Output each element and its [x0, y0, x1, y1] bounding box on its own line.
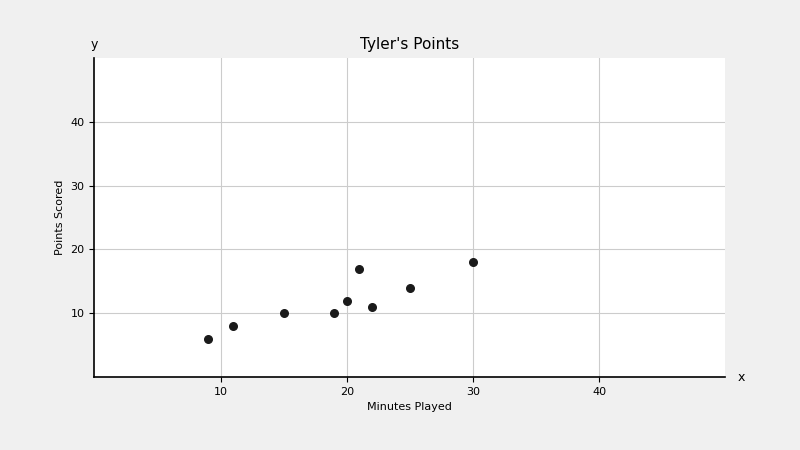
- Point: [353, 265, 366, 272]
- Y-axis label: Points Scored: Points Scored: [55, 180, 65, 255]
- Point: [226, 323, 239, 330]
- Text: x: x: [738, 371, 746, 384]
- Text: y: y: [90, 38, 98, 51]
- Point: [202, 335, 214, 342]
- Point: [466, 259, 479, 266]
- Point: [328, 310, 341, 317]
- Point: [278, 310, 290, 317]
- Point: [403, 284, 416, 292]
- Title: Tyler's Points: Tyler's Points: [360, 37, 459, 53]
- Point: [340, 297, 353, 304]
- Point: [366, 303, 378, 310]
- X-axis label: Minutes Played: Minutes Played: [367, 402, 452, 413]
